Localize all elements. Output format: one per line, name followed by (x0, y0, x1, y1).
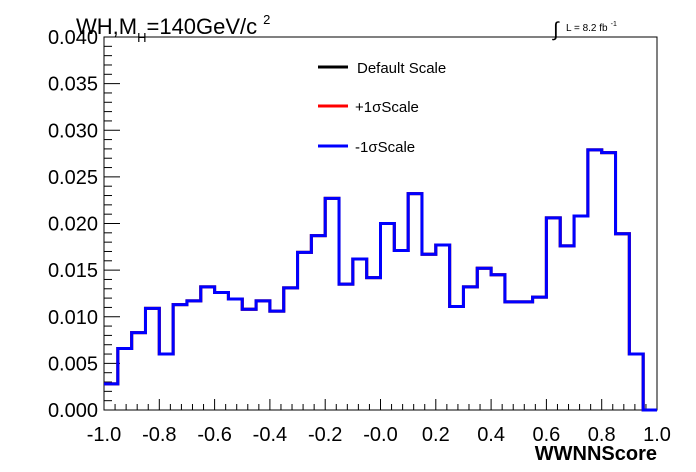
y-tick-label: 0.005 (48, 353, 98, 375)
x-axis-title: WWNNScore (535, 443, 657, 465)
lumi-integral-symbol: ∫ (552, 19, 560, 41)
x-tick-label: -0.0 (363, 424, 397, 446)
y-tick-label: 0.025 (48, 167, 98, 189)
x-tick-label: -0.6 (197, 424, 231, 446)
x-tick-label: 0.6 (532, 424, 560, 446)
y-tick-label: 0.000 (48, 400, 98, 422)
legend-label-plus: +1σScale (355, 99, 419, 116)
series-minus-sigma-scale (104, 148, 657, 412)
legend-label-minus: -1σScale (355, 139, 415, 156)
y-tick-label: 0.030 (48, 120, 98, 142)
legend-label-default: Default Scale (357, 60, 446, 77)
lumi-label: L = 8.2 fb -1 (566, 21, 617, 34)
x-tick-label: -0.2 (308, 424, 342, 446)
y-tick-label: 0.040 (48, 27, 98, 49)
x-tick-label: -0.4 (253, 424, 287, 446)
y-tick-label: 0.035 (48, 74, 98, 96)
y-tick-label: 0.020 (48, 214, 98, 236)
x-tick-label: 0.8 (588, 424, 616, 446)
x-tick-label: 1.0 (643, 424, 671, 446)
x-tick-label: 0.4 (477, 424, 505, 446)
x-tick-label: -1.0 (87, 424, 121, 446)
axes: -1.0 -0.8 -0.6 -0.4 -0.2 -0.0 0.2 0.4 0.6 0.8 1.0 0… (48, 27, 671, 446)
legend: Default Scale +1σScale -1σScale (318, 60, 446, 156)
series-layer (104, 148, 657, 412)
x-tick-label: 0.2 (422, 424, 450, 446)
x-tick-label: -0.8 (142, 424, 176, 446)
y-tick-label: 0.015 (48, 260, 98, 282)
y-tick-label: 0.010 (48, 307, 98, 329)
